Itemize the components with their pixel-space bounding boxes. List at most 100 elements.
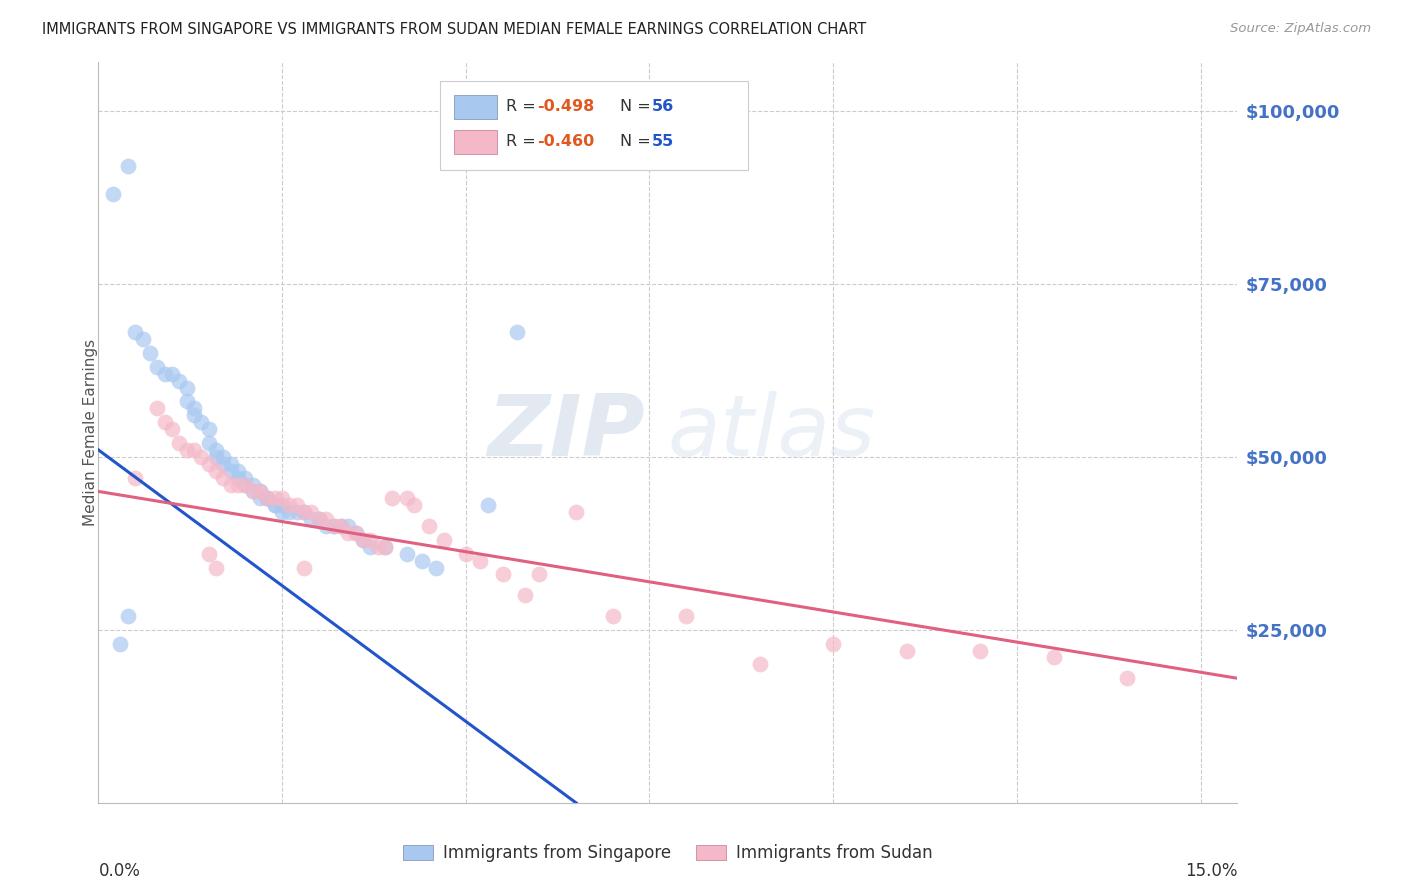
Point <box>197 436 219 450</box>
Text: N =: N = <box>620 99 655 114</box>
Text: 56: 56 <box>652 99 673 114</box>
Point <box>160 422 183 436</box>
Text: 55: 55 <box>652 134 673 149</box>
Point <box>381 491 404 506</box>
Point <box>359 540 381 554</box>
Point <box>322 519 344 533</box>
Point <box>292 505 315 519</box>
Point <box>226 464 249 478</box>
Point <box>183 401 205 416</box>
Point <box>212 450 235 464</box>
Point <box>315 512 337 526</box>
Point <box>256 491 278 506</box>
Point <box>263 498 285 512</box>
Legend: Immigrants from Singapore, Immigrants from Sudan: Immigrants from Singapore, Immigrants fr… <box>396 838 939 869</box>
Point <box>329 519 352 533</box>
Point <box>411 554 433 568</box>
Point <box>242 484 264 499</box>
Point <box>491 567 513 582</box>
Point <box>219 457 242 471</box>
Point <box>146 359 169 374</box>
Point <box>1116 671 1139 685</box>
Point <box>285 498 308 512</box>
Point <box>205 560 228 574</box>
Point <box>110 637 132 651</box>
Point <box>212 457 235 471</box>
Point <box>352 533 374 547</box>
Point <box>190 450 212 464</box>
Point <box>513 588 536 602</box>
Point <box>374 540 396 554</box>
Point <box>969 643 991 657</box>
Point <box>146 401 169 416</box>
Point <box>242 477 264 491</box>
Point <box>124 470 146 484</box>
Point <box>395 547 418 561</box>
Point <box>433 533 456 547</box>
Point <box>219 477 242 491</box>
Point <box>329 519 352 533</box>
Text: ZIP: ZIP <box>488 391 645 475</box>
Point <box>167 436 190 450</box>
Point <box>226 470 249 484</box>
Point <box>235 477 257 491</box>
Point <box>235 470 257 484</box>
Text: atlas: atlas <box>668 391 876 475</box>
Point <box>139 346 162 360</box>
Point <box>183 442 205 457</box>
Point <box>242 484 264 499</box>
Point <box>249 491 271 506</box>
Point <box>205 442 228 457</box>
Point <box>352 533 374 547</box>
Point <box>263 491 285 506</box>
Point <box>285 505 308 519</box>
Text: 0.0%: 0.0% <box>98 862 141 880</box>
Point <box>506 326 529 340</box>
Point <box>337 525 360 540</box>
Point <box>454 547 477 561</box>
Text: -0.460: -0.460 <box>537 134 595 149</box>
Point <box>101 186 124 201</box>
Point <box>190 415 212 429</box>
Point <box>529 567 551 582</box>
Point <box>292 505 315 519</box>
Point <box>477 498 499 512</box>
Point <box>205 464 228 478</box>
Text: R =: R = <box>506 99 541 114</box>
Point <box>256 491 278 506</box>
Point <box>374 540 396 554</box>
Point <box>263 498 285 512</box>
Point <box>183 409 205 423</box>
Point <box>675 609 697 624</box>
Point <box>153 415 176 429</box>
Y-axis label: Median Female Earnings: Median Female Earnings <box>83 339 97 526</box>
Point <box>226 477 249 491</box>
Point <box>212 470 235 484</box>
Text: Source: ZipAtlas.com: Source: ZipAtlas.com <box>1230 22 1371 36</box>
Point <box>308 512 330 526</box>
Point <box>602 609 624 624</box>
Text: -0.498: -0.498 <box>537 99 595 114</box>
Point <box>176 442 198 457</box>
Point <box>176 394 198 409</box>
Text: 15.0%: 15.0% <box>1185 862 1237 880</box>
Point <box>315 519 337 533</box>
Point <box>205 450 228 464</box>
Point <box>197 547 219 561</box>
Point <box>337 519 360 533</box>
Point <box>271 491 294 506</box>
Point <box>344 525 367 540</box>
Point <box>278 498 301 512</box>
Point <box>367 540 389 554</box>
Point <box>167 374 190 388</box>
Point <box>748 657 770 672</box>
Point <box>256 491 278 506</box>
Point <box>278 505 301 519</box>
Point <box>249 484 271 499</box>
Point <box>117 159 139 173</box>
Point <box>301 505 323 519</box>
FancyBboxPatch shape <box>440 81 748 169</box>
Point <box>308 512 330 526</box>
Point <box>322 519 344 533</box>
Bar <box>454 130 498 153</box>
